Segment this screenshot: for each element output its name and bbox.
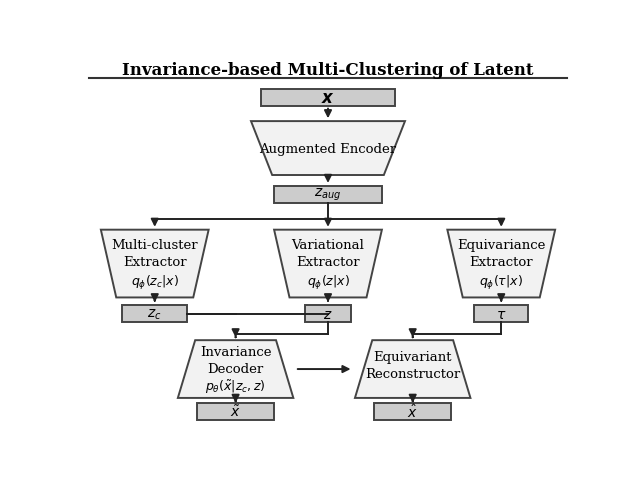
Bar — [122, 305, 188, 322]
Text: Invariance-based Multi-Clustering of Latent: Invariance-based Multi-Clustering of Lat… — [122, 62, 534, 79]
Text: $\hat{x}$: $\hat{x}$ — [407, 403, 418, 420]
Bar — [305, 305, 351, 322]
Text: $\tau$: $\tau$ — [496, 307, 506, 321]
Bar — [260, 90, 396, 106]
Bar — [274, 186, 382, 203]
Text: $z$: $z$ — [323, 307, 333, 321]
Bar — [374, 403, 451, 420]
Polygon shape — [447, 230, 555, 298]
Text: Equivariant
Reconstructor: Equivariant Reconstructor — [365, 350, 460, 380]
Text: $z_{aug}$: $z_{aug}$ — [314, 187, 342, 203]
Text: $\tilde{x}$: $\tilde{x}$ — [230, 404, 241, 419]
Text: Equivariance
Extractor: Equivariance Extractor — [457, 238, 545, 268]
Text: $z_c$: $z_c$ — [147, 307, 162, 321]
Polygon shape — [101, 230, 209, 298]
Text: Invariance
Decoder: Invariance Decoder — [200, 345, 271, 375]
Polygon shape — [355, 340, 470, 398]
Text: $\boldsymbol{x}$: $\boldsymbol{x}$ — [321, 90, 335, 106]
Text: Augmented Encoder: Augmented Encoder — [259, 142, 397, 155]
Text: $q_\phi(z|x)$: $q_\phi(z|x)$ — [307, 273, 349, 291]
Bar — [474, 305, 528, 322]
Polygon shape — [251, 122, 405, 176]
Text: Multi-cluster
Extractor: Multi-cluster Extractor — [111, 238, 198, 268]
Text: Variational
Extractor: Variational Extractor — [292, 238, 364, 268]
Text: $q_\phi(z_c|x)$: $q_\phi(z_c|x)$ — [131, 273, 179, 291]
Polygon shape — [178, 340, 293, 398]
Text: $p_\theta(\tilde{x}|z_c, z)$: $p_\theta(\tilde{x}|z_c, z)$ — [205, 378, 266, 395]
Text: $q_\phi(\tau|x)$: $q_\phi(\tau|x)$ — [479, 273, 523, 291]
Polygon shape — [274, 230, 382, 298]
Bar — [197, 403, 274, 420]
